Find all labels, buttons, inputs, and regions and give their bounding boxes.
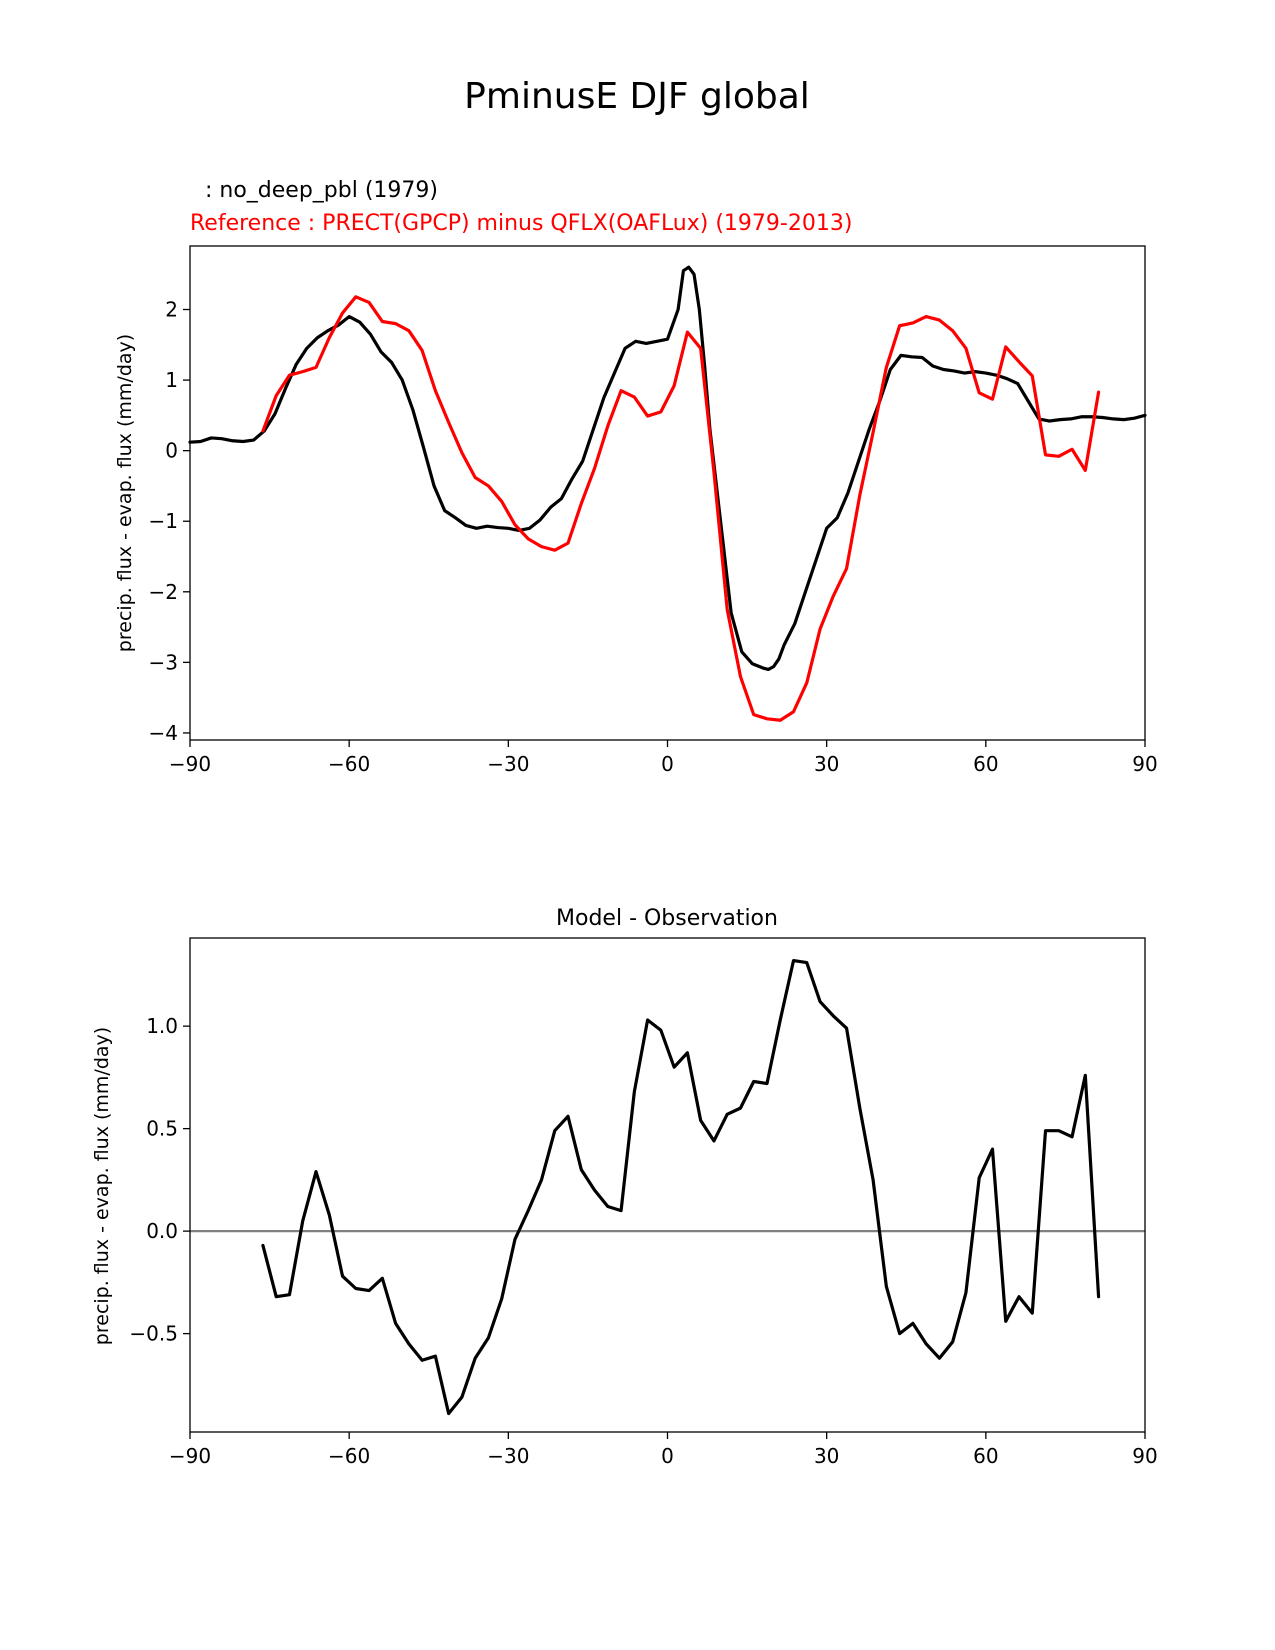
test-label: : no_deep_pbl (1979)	[205, 178, 438, 203]
series-group	[190, 958, 1145, 1416]
y-tick-label: 1	[165, 368, 178, 392]
x-tick-label: −90	[169, 1444, 211, 1468]
plot-frame	[189, 245, 1146, 741]
x-tick-label: 30	[814, 752, 839, 776]
difference-title: Model - Observation	[556, 906, 778, 931]
x-tick-label: 90	[1132, 752, 1157, 776]
x-tick-label: −60	[328, 1444, 370, 1468]
difference-panel: Model - Observation precip. flux - evap.…	[91, 906, 1158, 1468]
x-tick-label: −30	[487, 1444, 529, 1468]
y-tick-label: 1.0	[146, 1014, 178, 1038]
y-tick-label: 2	[165, 298, 178, 322]
y-tick-label: 0	[165, 439, 178, 463]
y-tick-label: −3	[149, 650, 178, 674]
x-tick-label: 60	[973, 752, 998, 776]
x-tick-label: 30	[814, 1444, 839, 1468]
tick-group: −90 −60 −30 0 30 60 90 −0.5 0.0 0.5 1.0	[129, 1014, 1157, 1468]
x-tick-label: −90	[169, 752, 211, 776]
comparison-panel: : no_deep_pbl (1979) Reference : PRECT(G…	[114, 178, 1158, 776]
y-tick-label: −2	[149, 580, 178, 604]
x-tick-label: 0	[661, 752, 674, 776]
y-tick-label: 0.5	[146, 1117, 178, 1141]
figure-title: PminusE DJF global	[464, 76, 810, 117]
x-tick-label: 60	[973, 1444, 998, 1468]
series-group	[188, 265, 1147, 722]
y-tick-label: 0.0	[146, 1219, 178, 1243]
x-tick-label: 90	[1132, 1444, 1157, 1468]
y-axis-label: precip. flux - evap. flux (mm/day)	[91, 1027, 113, 1345]
tick-group: −90 −60 −30 0 30 60 90 −4 −3 −2 −1 0 1 2	[149, 298, 1158, 776]
plot-frame	[189, 937, 1146, 1433]
series-line-no-deep-pbl	[188, 265, 1147, 672]
y-axis-label: precip. flux - evap. flux (mm/day)	[114, 334, 136, 652]
x-tick-label: −60	[328, 752, 370, 776]
x-tick-label: −30	[487, 752, 529, 776]
x-tick-label: 0	[661, 1444, 674, 1468]
y-tick-label: −0.5	[129, 1322, 178, 1346]
series-line-model-observation	[261, 958, 1101, 1416]
reference-label: Reference : PRECT(GPCP) minus QFLX(OAFLu…	[190, 211, 852, 236]
y-tick-label: −4	[149, 721, 178, 745]
series-line-reference	[261, 295, 1101, 722]
y-tick-label: −1	[149, 509, 178, 533]
